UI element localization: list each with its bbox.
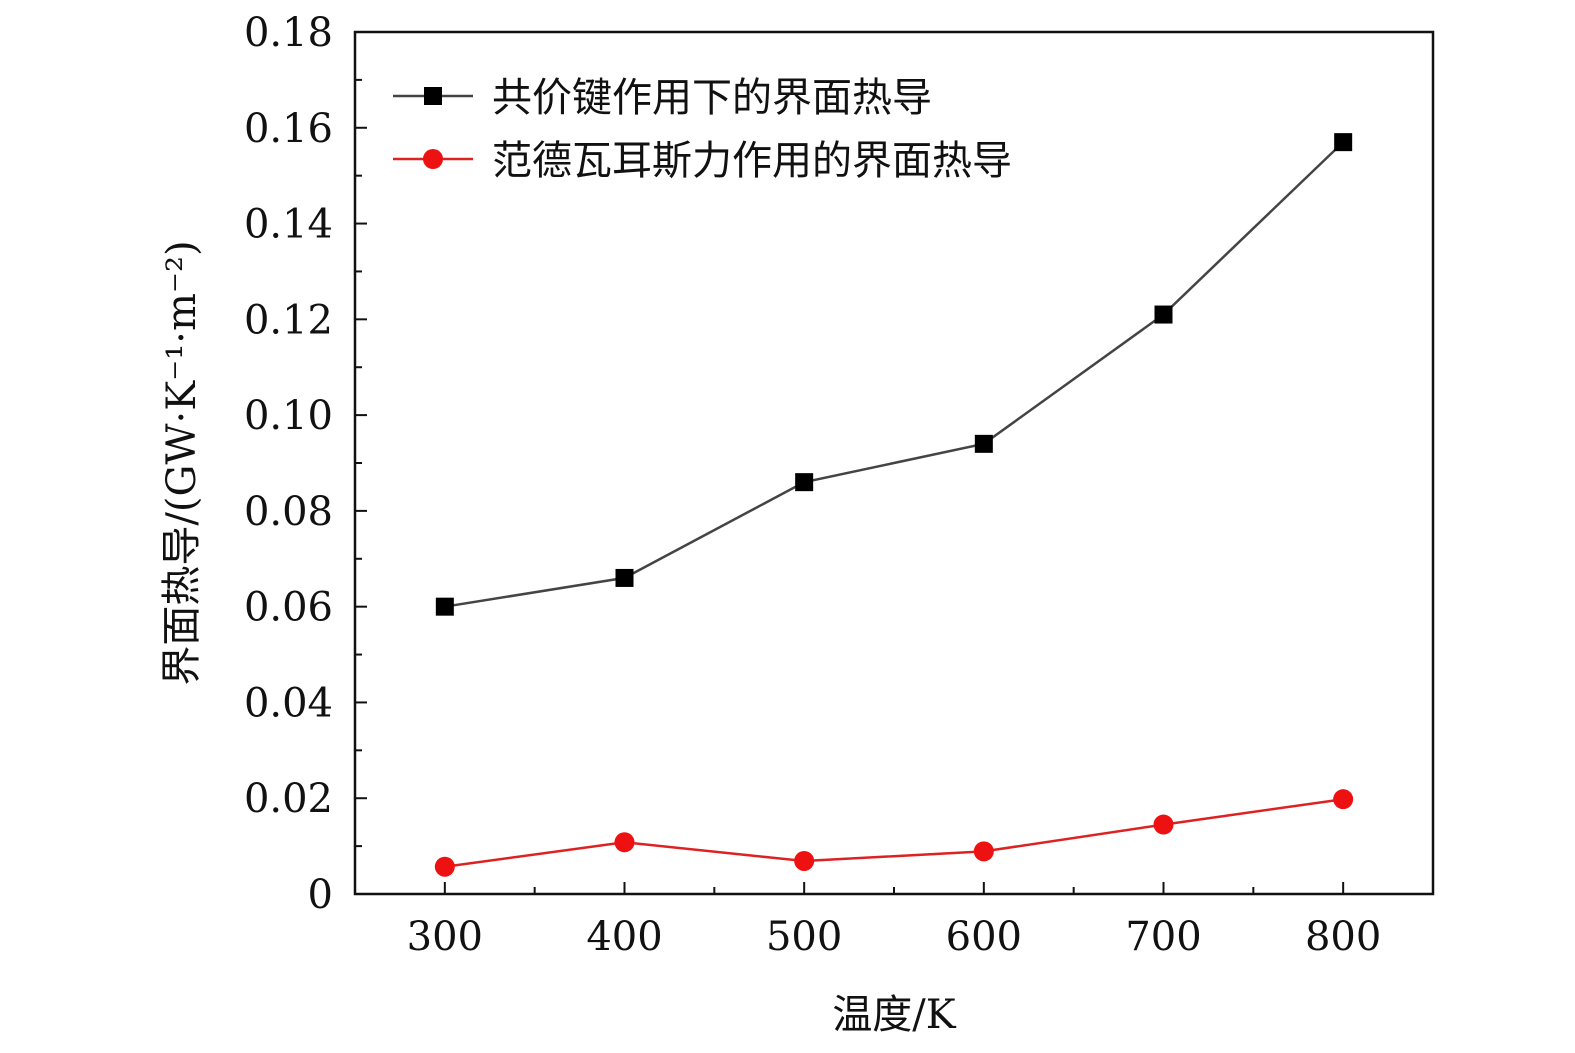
y-tick-label: 0.06 bbox=[244, 585, 333, 631]
data-point-vdw-300 bbox=[434, 856, 455, 877]
x-tick-label: 700 bbox=[1125, 914, 1201, 960]
y-axis-title: 界面热导/(GW·K⁻¹·m⁻²) bbox=[159, 240, 205, 685]
data-point-covalent-300 bbox=[435, 597, 454, 616]
x-tick-label: 300 bbox=[407, 914, 483, 960]
series-layer bbox=[434, 133, 1354, 877]
y-axis: 0 0.02 0.04 0.06 0.08 0.10 0.12 0.14 0.16 0.18 bbox=[244, 10, 367, 918]
data-point-covalent-500 bbox=[795, 473, 814, 492]
x-tick-label: 600 bbox=[946, 914, 1022, 960]
x-tick-label: 400 bbox=[586, 914, 662, 960]
series-line-1 bbox=[444, 797, 1344, 868]
data-point-vdw-500 bbox=[794, 850, 815, 871]
y-tick-label: 0.14 bbox=[244, 202, 333, 248]
data-point-covalent-700 bbox=[1154, 305, 1173, 324]
data-point-vdw-800 bbox=[1333, 789, 1354, 810]
x-axis-title: 温度/K bbox=[832, 992, 956, 1038]
legend-marker-covalent bbox=[424, 87, 442, 105]
y-tick-label: 0.18 bbox=[244, 10, 333, 56]
y-tick-label: 0.08 bbox=[244, 489, 333, 535]
legend-marker-vdw bbox=[423, 149, 443, 169]
x-axis: 300 400 500 600 700 800 bbox=[407, 882, 1381, 960]
data-point-covalent-600 bbox=[974, 434, 993, 453]
y-tick-label: 0.10 bbox=[244, 393, 333, 439]
legend-label-covalent: 共价键作用下的界面热导 bbox=[492, 75, 932, 121]
data-point-vdw-600 bbox=[973, 841, 994, 862]
data-point-vdw-700 bbox=[1153, 814, 1174, 835]
data-point-vdw-400 bbox=[614, 832, 635, 853]
y-tick-label: 0 bbox=[308, 872, 333, 918]
series-line-0 bbox=[444, 141, 1345, 608]
y-tick-label: 0.16 bbox=[244, 106, 333, 152]
y-tick-label: 0.12 bbox=[244, 297, 333, 343]
y-tick-label: 0.02 bbox=[244, 776, 333, 822]
data-point-covalent-800 bbox=[1334, 133, 1353, 152]
x-tick-label: 500 bbox=[766, 914, 842, 960]
legend-label-vdw: 范德瓦耳斯力作用的界面热导 bbox=[492, 138, 1012, 184]
legend: 共价键作用下的界面热导 范德瓦耳斯力作用的界面热导 bbox=[393, 75, 1012, 184]
x-tick-label: 800 bbox=[1305, 914, 1381, 960]
data-point-covalent-400 bbox=[615, 568, 634, 587]
y-tick-label: 0.04 bbox=[244, 680, 333, 726]
